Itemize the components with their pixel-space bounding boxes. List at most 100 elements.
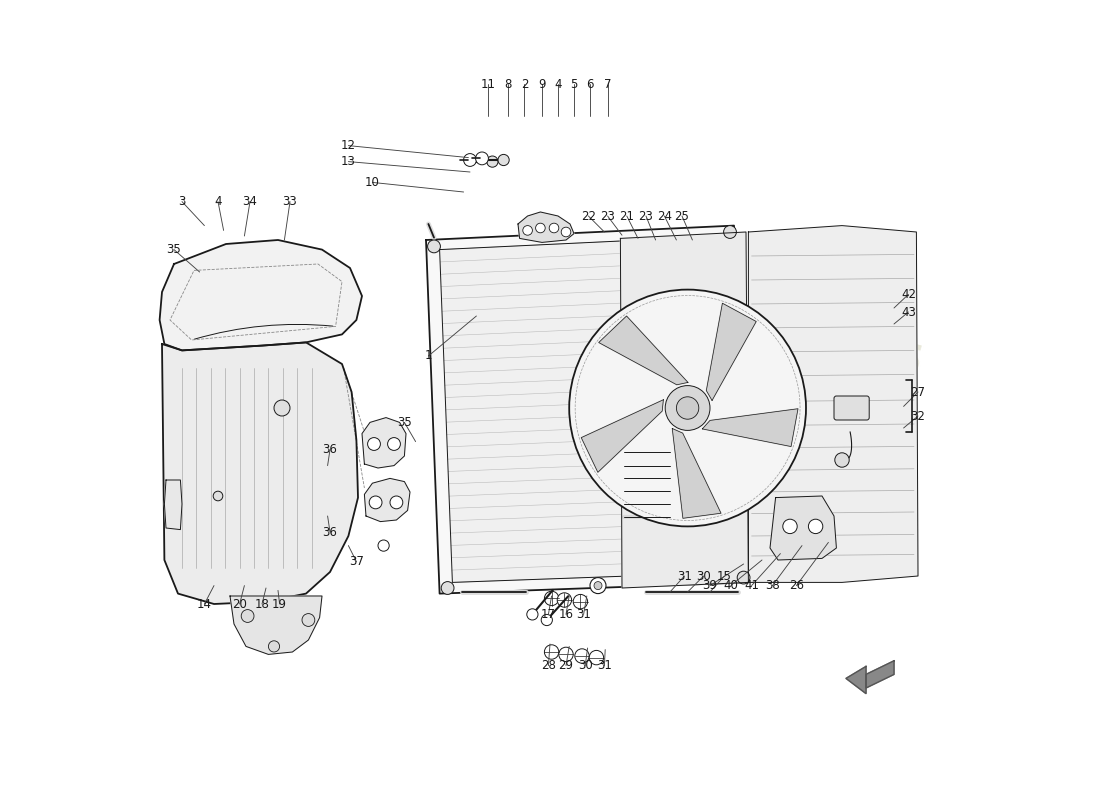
Circle shape (569, 290, 806, 526)
Text: 20: 20 (232, 598, 248, 610)
Text: 38: 38 (764, 579, 780, 592)
Text: 42: 42 (901, 288, 916, 301)
Circle shape (441, 582, 454, 594)
Text: 43: 43 (901, 306, 916, 318)
Text: 7: 7 (604, 78, 612, 90)
Circle shape (370, 496, 382, 509)
Text: 5: 5 (570, 78, 578, 90)
Text: 13: 13 (341, 155, 355, 168)
Text: 16: 16 (559, 608, 573, 621)
Circle shape (536, 223, 546, 233)
Circle shape (808, 519, 823, 534)
Text: 23: 23 (601, 210, 615, 222)
Text: 31: 31 (597, 659, 612, 672)
Text: 31: 31 (576, 608, 591, 621)
Text: 30: 30 (696, 570, 711, 582)
Circle shape (541, 614, 552, 626)
Text: 8: 8 (504, 78, 512, 90)
Circle shape (428, 240, 440, 253)
Polygon shape (230, 596, 322, 654)
Text: 10: 10 (365, 176, 380, 189)
Circle shape (544, 645, 559, 659)
Circle shape (274, 400, 290, 416)
Text: 31: 31 (676, 570, 692, 582)
Circle shape (367, 438, 381, 450)
Polygon shape (162, 342, 358, 604)
Text: 6: 6 (586, 78, 594, 90)
Text: 29: 29 (559, 659, 573, 672)
Circle shape (387, 438, 400, 450)
Circle shape (549, 223, 559, 233)
Polygon shape (160, 240, 362, 350)
Circle shape (241, 610, 254, 622)
Circle shape (213, 491, 223, 501)
Text: 4: 4 (214, 195, 222, 208)
Polygon shape (748, 226, 918, 582)
Polygon shape (770, 496, 836, 560)
Polygon shape (364, 478, 410, 522)
Text: a passion for parts: a passion for parts (569, 452, 803, 476)
Polygon shape (846, 666, 866, 694)
Text: 21: 21 (619, 210, 635, 222)
Text: 26: 26 (789, 579, 804, 592)
Text: 39: 39 (703, 579, 717, 592)
Text: 17: 17 (541, 608, 556, 621)
Polygon shape (672, 429, 721, 518)
Circle shape (463, 154, 476, 166)
Circle shape (737, 571, 750, 584)
Text: 24: 24 (657, 210, 672, 222)
Circle shape (561, 227, 571, 237)
Circle shape (487, 156, 498, 167)
Circle shape (302, 614, 315, 626)
Circle shape (676, 397, 698, 419)
Circle shape (590, 578, 606, 594)
Polygon shape (866, 661, 894, 688)
Text: 11: 11 (481, 78, 496, 90)
Polygon shape (703, 409, 798, 446)
Circle shape (475, 152, 488, 165)
Text: 1: 1 (425, 350, 432, 362)
Text: 14: 14 (197, 598, 212, 610)
Polygon shape (706, 303, 756, 401)
Circle shape (835, 453, 849, 467)
Circle shape (522, 226, 532, 235)
Circle shape (498, 154, 509, 166)
FancyBboxPatch shape (834, 396, 869, 420)
Circle shape (559, 647, 573, 662)
Circle shape (724, 226, 736, 238)
Text: 22: 22 (581, 210, 596, 222)
Text: 35: 35 (166, 243, 182, 256)
Text: 18: 18 (254, 598, 270, 610)
Text: 36: 36 (322, 526, 338, 538)
Polygon shape (440, 236, 740, 582)
Polygon shape (620, 232, 748, 588)
Circle shape (268, 641, 279, 652)
Circle shape (590, 650, 604, 665)
Text: 23: 23 (639, 210, 653, 222)
Text: 9: 9 (538, 78, 546, 90)
Text: 32: 32 (911, 410, 925, 422)
Polygon shape (426, 226, 748, 594)
Circle shape (558, 593, 572, 607)
Text: 40: 40 (724, 579, 738, 592)
Polygon shape (362, 418, 406, 468)
Polygon shape (598, 316, 688, 385)
Text: 3: 3 (178, 195, 186, 208)
Circle shape (527, 609, 538, 620)
Text: 1085: 1085 (804, 317, 927, 387)
Text: 2: 2 (520, 78, 528, 90)
Polygon shape (518, 212, 574, 242)
Text: 25: 25 (674, 210, 690, 222)
Circle shape (544, 591, 559, 606)
Text: 15: 15 (717, 570, 732, 582)
Polygon shape (164, 480, 182, 530)
Circle shape (783, 519, 798, 534)
Text: 4: 4 (554, 78, 562, 90)
Text: 27: 27 (911, 386, 925, 398)
Text: 35: 35 (397, 416, 411, 429)
Text: 41: 41 (744, 579, 759, 592)
Circle shape (573, 594, 587, 609)
Circle shape (666, 386, 710, 430)
Text: eurospa: eurospa (503, 345, 870, 423)
Polygon shape (581, 400, 663, 472)
